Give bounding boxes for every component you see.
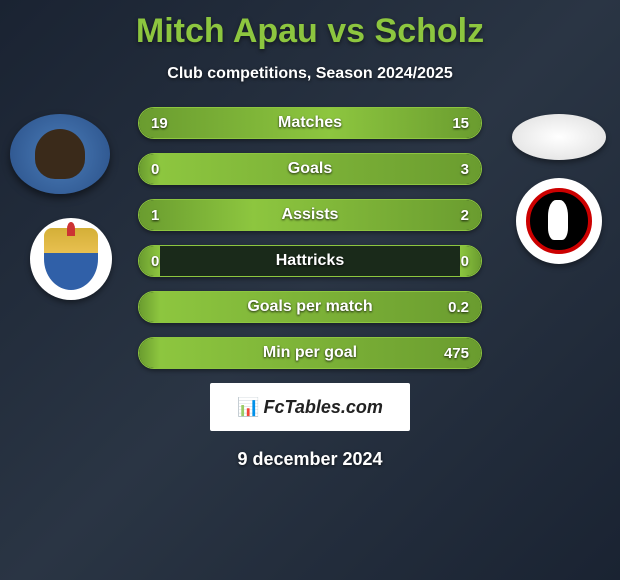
stats-list: 1915Matches 03Goals 12Assists 00Hattricks 0.… — [138, 107, 482, 369]
stat-bar: 0.2Goals per match — [138, 291, 482, 323]
club-left-badge — [30, 218, 112, 300]
stat-bar: 00Hattricks — [138, 245, 482, 277]
shield-icon — [44, 228, 98, 290]
stat-label: Goals per match — [139, 292, 481, 322]
subtitle: Club competitions, Season 2024/2025 — [0, 65, 620, 83]
torch-icon — [67, 222, 75, 236]
stat-label: Assists — [139, 200, 481, 230]
chart-icon: 📊 — [237, 397, 259, 418]
club-right-badge — [516, 178, 602, 264]
stat-label: Goals — [139, 154, 481, 184]
comparison-card: Mitch Apau vs Scholz Club competitions, … — [0, 0, 620, 580]
stat-label: Min per goal — [139, 338, 481, 368]
stat-bar: 475Min per goal — [138, 337, 482, 369]
player-right-avatar — [512, 114, 606, 160]
stat-bar: 03Goals — [138, 153, 482, 185]
player-left-head-icon — [35, 129, 85, 179]
date-label: 9 december 2024 — [0, 449, 620, 470]
stat-label: Hattricks — [139, 246, 481, 276]
figure-icon — [548, 200, 568, 240]
stat-label: Matches — [139, 108, 481, 138]
player-left-avatar — [10, 114, 110, 194]
brand-text: FcTables.com — [264, 397, 383, 418]
stat-bar: 1915Matches — [138, 107, 482, 139]
page-title: Mitch Apau vs Scholz — [0, 12, 620, 51]
stat-bar: 12Assists — [138, 199, 482, 231]
club-right-ring-icon — [526, 188, 592, 254]
brand-watermark: 📊 FcTables.com — [210, 383, 410, 431]
